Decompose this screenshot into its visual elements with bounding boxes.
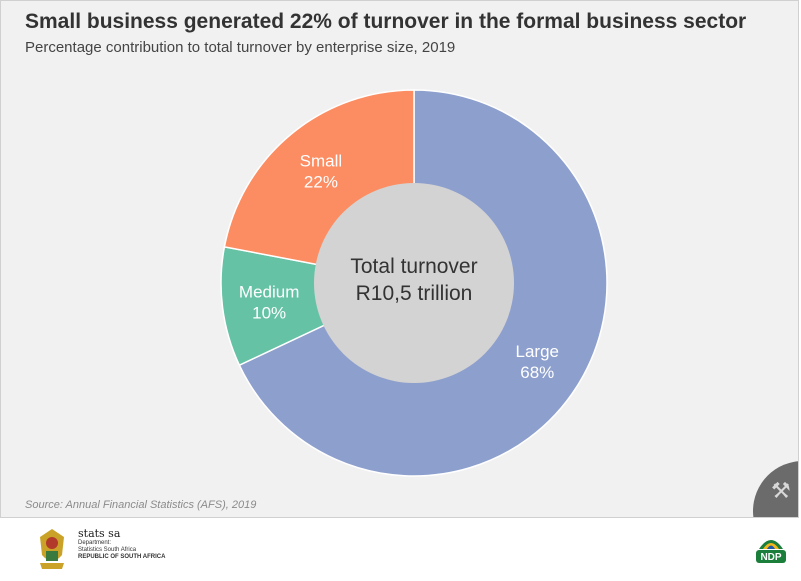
slice-value-medium: 10% bbox=[252, 303, 286, 322]
labels-group: Large 68% Medium 10% Small 22% bbox=[239, 152, 559, 383]
chart-panel: Small business generated 22% of turnover… bbox=[0, 0, 799, 518]
slice-label-small: Small bbox=[300, 152, 343, 171]
slice-label-large: Large bbox=[516, 342, 559, 361]
footer: stats sa Department: Statistics South Af… bbox=[0, 518, 801, 581]
tools-icon: ⚒ bbox=[771, 479, 791, 504]
ndp-logo: NDP bbox=[756, 540, 786, 563]
slice-value-small: 22% bbox=[304, 173, 338, 192]
logo-line-2: Statistics South Africa bbox=[78, 547, 137, 553]
chart-subtitle: Percentage contribution to total turnove… bbox=[25, 39, 456, 56]
ndp-logo-text: NDP bbox=[760, 552, 781, 563]
logo-line-3: REPUBLIC OF SOUTH AFRICA bbox=[78, 554, 166, 560]
coat-of-arms-icon bbox=[40, 529, 64, 569]
stats-sa-logo: stats sa Department: Statistics South Af… bbox=[34, 527, 174, 571]
source-note: Source: Annual Financial Statistics (AFS… bbox=[25, 499, 257, 511]
slice-label-medium: Medium bbox=[239, 282, 299, 301]
logo-line-1: Department: bbox=[78, 540, 112, 546]
logo-name: stats sa bbox=[78, 527, 121, 540]
center-label-line-1: Total turnover bbox=[350, 255, 477, 278]
center-disk bbox=[314, 183, 514, 383]
slice-value-large: 68% bbox=[520, 363, 554, 382]
donut-chart: Total turnover R10,5 trillion Large 68% Me… bbox=[220, 89, 608, 477]
chart-title: Small business generated 22% of turnover… bbox=[25, 10, 747, 33]
center-label-line-2: R10,5 trillion bbox=[356, 282, 473, 305]
